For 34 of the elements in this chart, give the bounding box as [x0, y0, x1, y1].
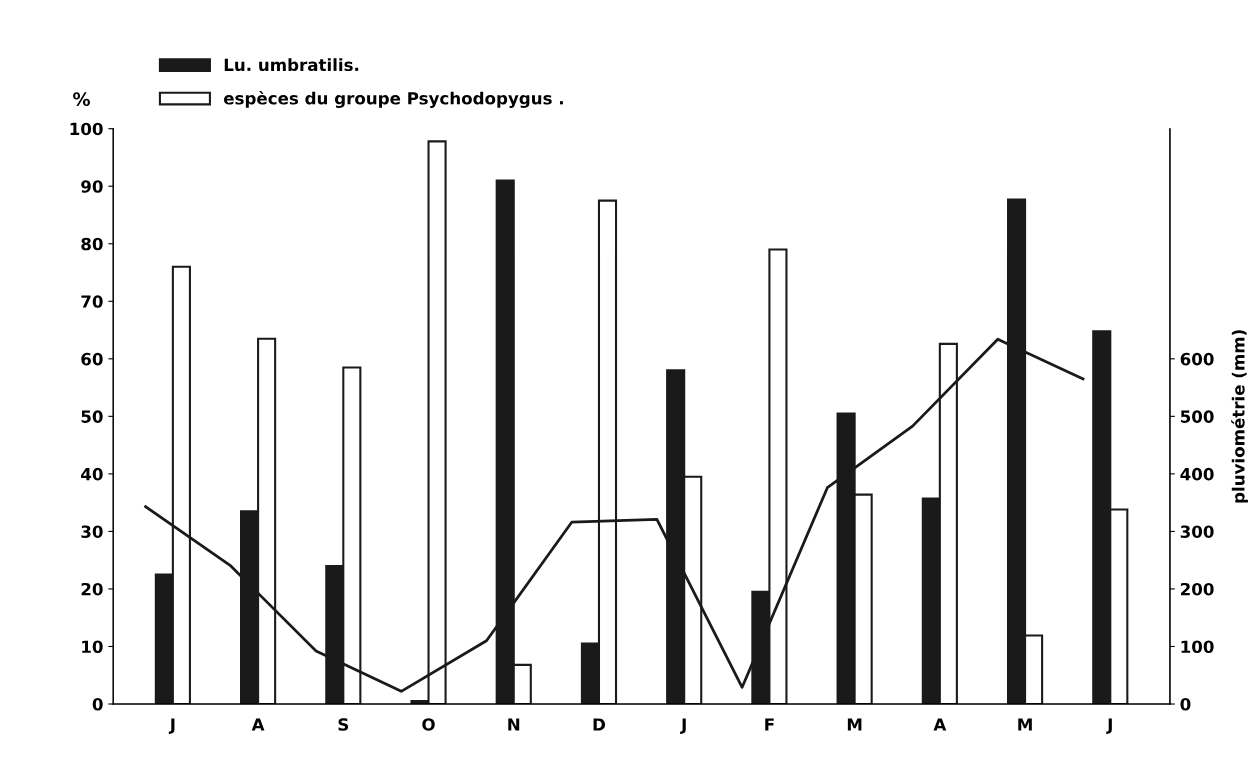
y-axis-title: % — [73, 92, 90, 106]
y-tick-label: 100 — [70, 122, 103, 136]
x-tick-label: N — [508, 718, 520, 731]
x-tick-label: M — [1018, 718, 1032, 731]
y2-tick-label: 600 — [1180, 352, 1214, 366]
y2-tick-label: 0 — [1180, 697, 1191, 711]
x-tick-label: S — [338, 718, 349, 731]
y-tick-label: 30 — [81, 525, 103, 538]
y2-tick-label: 100 — [1181, 640, 1214, 654]
y-tick-label: 40 — [81, 467, 103, 481]
y2-tick-label: 500 — [1180, 410, 1214, 423]
x-tick-label: F — [765, 718, 774, 731]
y2-tick-label: 200 — [1180, 582, 1214, 596]
y2-tick-label: 400 — [1180, 467, 1214, 481]
y2-tick-label: 300 — [1180, 525, 1214, 538]
x-tick-label: A — [933, 718, 947, 731]
x-tick-label: O — [422, 718, 435, 731]
y-tick-label: 10 — [82, 640, 103, 654]
x-tick-label: J — [680, 718, 686, 734]
y-tick-label: 0 — [92, 697, 103, 711]
legend-label: espèces du groupe Psychodopygus . — [223, 91, 563, 108]
y-tick-label: 20 — [81, 582, 103, 596]
x-tick-label: D — [593, 718, 606, 731]
x-tick-label: A — [251, 718, 265, 731]
x-tick-label: M — [847, 718, 862, 731]
y-tick-label: 60 — [81, 352, 103, 366]
x-tick-label: J — [168, 718, 175, 734]
y-tick-label: 70 — [81, 295, 103, 308]
y-tick-label: 50 — [81, 410, 103, 423]
x-tick-label: J — [1106, 718, 1112, 734]
y-tick-label: 80 — [81, 237, 103, 251]
legend-label: Lu. umbratilis. — [224, 58, 359, 72]
y-tick-label: 90 — [81, 180, 103, 193]
y2-axis-title: pluviométrie (mm) — [1231, 330, 1248, 503]
